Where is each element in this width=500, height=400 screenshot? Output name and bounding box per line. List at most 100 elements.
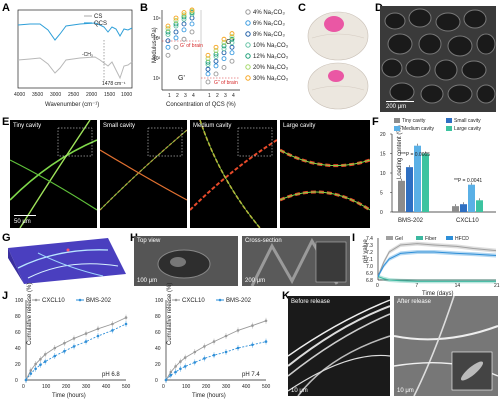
legend-label-cs: CS [94,14,102,20]
brain-photo-top [307,11,369,61]
view-title: Top view [137,238,161,244]
p-value-cxcl10: **P = 0.0041 [454,178,482,184]
panel-f-loading-chart: Loading content (%) 0 5 10 15 20 BMS-202 CXC… [372,116,500,230]
release-chart: Cumulative release (%) Time (hours) 0 20 40 6… [15,283,131,399]
y-tick-label: 0 [15,378,18,384]
panel-a-ftir-chart: CS QCS -CH₃ 1478 cm⁻¹ 4000 3500 3000 250… [0,0,140,115]
y-tick-label: 20 [15,362,21,368]
data-point [203,357,206,360]
scatter-point [165,26,171,32]
legend-swatch [245,75,251,81]
data-point [179,360,182,363]
y-tick-label: 7.3 [366,243,373,249]
scatter-point [181,12,187,18]
y-tick-label: 10³ [153,36,161,42]
scatter-point [229,36,235,42]
data-point [183,356,187,359]
data-point [203,345,206,348]
legend-label: Large cavity [454,126,481,132]
data-point [164,378,168,382]
legend-swatch [386,236,393,240]
legend: Tiny cavity Small cavity Medium cavity Larg… [394,118,481,132]
panel-i-ph-chart: pH value Time (days) 7.4 7.3 7.2 7.1 7.0 6.9 6… [352,234,500,297]
legend-swatch [446,118,452,123]
y-tick-label: 10 [380,171,386,177]
legend-label: 4% Na₂CO₃ [253,10,285,16]
view-title: After release [397,299,432,305]
legend-label: CXCL10 [42,298,65,304]
scatter-point [213,44,219,50]
x-axis-label: Time (hours) [192,393,226,399]
y-axis-label: Loading content (%) [397,125,403,179]
fluorescence-medium-cavity: Medium cavity [190,120,277,228]
data-point [169,373,173,377]
series-lines [377,241,497,284]
sem-top-view: Top view 100 μm [134,236,238,286]
data-point [264,319,268,323]
bar [460,204,467,212]
y-tick-label: 20 [380,132,386,138]
legend-swatch [245,31,251,37]
series-line-cs [17,56,133,80]
legend-label: Fiber [425,236,437,242]
scatter-point [189,21,195,27]
legend-label: 6% Na₂CO₃ [253,21,285,27]
scatter-point [213,58,219,64]
legend-swatch [245,64,251,70]
x-tick-label: 200 [202,384,211,390]
scatter-point [229,34,235,40]
release-svg: Cumulative release (%) Time (hours) 0 20 40 6… [15,283,271,399]
y-tick-label: 80 [15,314,21,320]
y-tick-label: 7.1 [366,257,373,263]
data-point [53,354,57,358]
data-point [39,357,42,361]
data-point [63,349,66,353]
y-axis-label: Cumulative release (%) [27,283,33,345]
legend-label: 10% Na₂CO₃ [253,43,289,49]
x-tick-label: 1500 [104,92,115,98]
data-point [179,367,182,371]
data-point [111,329,114,332]
panel-d-sem-image: 200 μm [380,6,496,112]
x-tick-label: CXCL10 [456,218,479,224]
scatter-point [221,50,227,56]
scatter-point [229,58,235,64]
scatter-point [165,32,171,38]
legend-swatch [416,236,423,240]
data-point [174,365,177,368]
view-title: Cross-section [245,238,282,244]
scale-label: 10 μm [291,388,308,394]
scatter-point [173,15,179,21]
series-line [25,317,127,381]
x-tick-label: 1000 [121,92,132,98]
panel-label-f: F [372,116,379,128]
scale-label: 200 μm [386,104,407,110]
scale-label: 10 μm [397,388,414,394]
data-point [96,334,100,338]
x-tick-label: 1 [168,93,171,99]
scatter-point [181,21,187,27]
sem-cross-section: Cross-section 200 μm [242,236,350,286]
legend-marker [78,298,82,302]
series-line [377,276,496,282]
x-axis-label: Wavenumber (cm⁻¹) [45,102,99,108]
x-tick-label: 100 [182,384,191,390]
legend-label: Medium cavity [402,126,434,132]
panel-k-sem-release: Before release 10 μm After release 10 μm [288,296,498,396]
legend: 4% Na₂CO₃ 6% Na₂CO₃ 8% Na₂CO₃ 10% Na₂CO₃ 12%… [245,9,289,82]
scatter-point [221,40,227,46]
series-line [25,323,127,381]
scatter-point [165,23,171,29]
data-point [96,327,100,331]
y-tick-label: 10² [153,56,161,62]
data-point [84,340,88,343]
data-point [72,337,76,340]
dye-spot-bottom [328,70,344,82]
scatter-point [229,50,235,56]
panel-label-j: J [2,290,9,302]
x-axis-label: Time (days) [422,291,453,297]
data-point [84,332,88,335]
y-axis-label: Cumulative release (%) [167,283,173,345]
series-line [377,243,497,277]
scatter-point [173,18,179,24]
